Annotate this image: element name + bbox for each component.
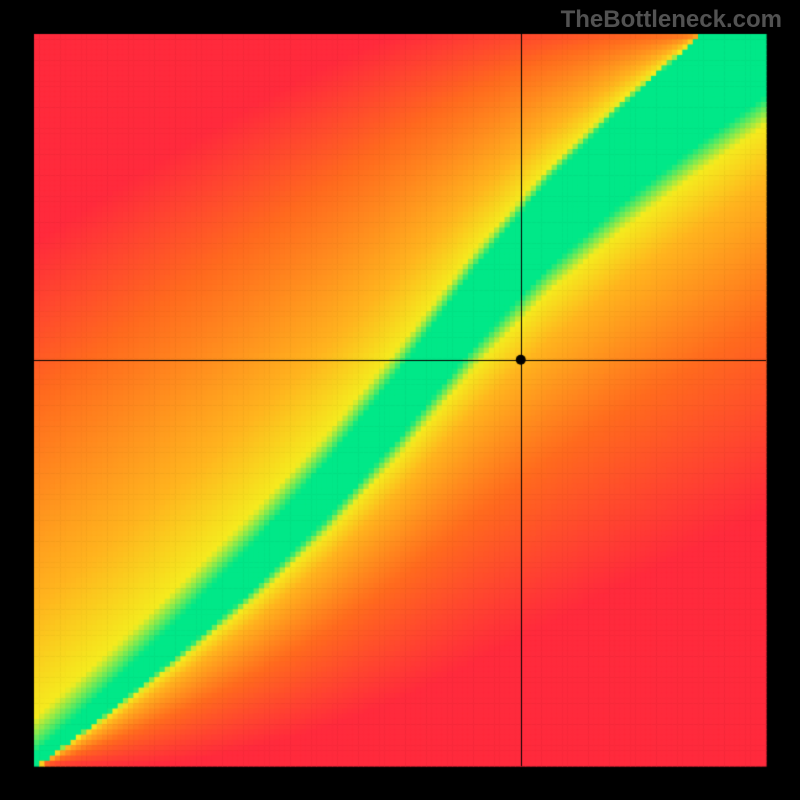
bottleneck-heatmap bbox=[0, 0, 800, 800]
chart-container: TheBottleneck.com bbox=[0, 0, 800, 800]
watermark-text: TheBottleneck.com bbox=[561, 6, 782, 34]
